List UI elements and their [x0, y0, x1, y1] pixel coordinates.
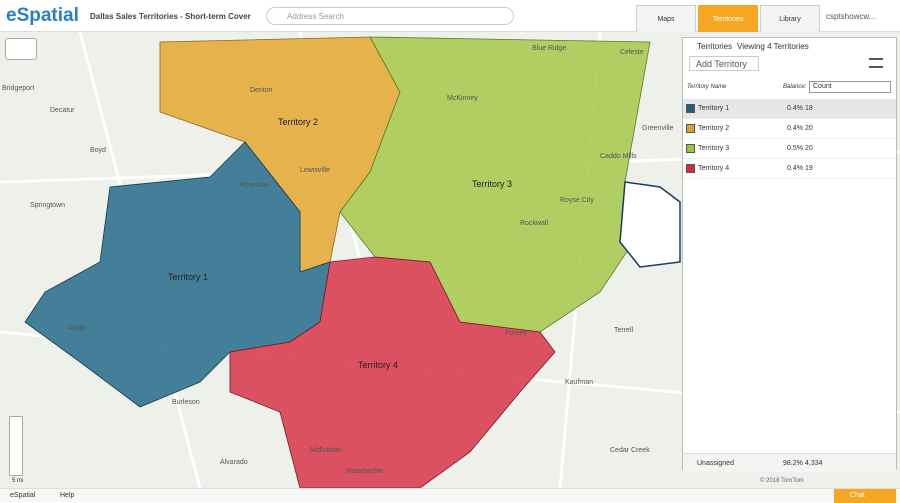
chat-button[interactable]: Chat — [834, 489, 896, 503]
place-label: Midlothian — [310, 447, 342, 454]
place-label: Boyd — [90, 147, 106, 154]
logo[interactable]: eSpatial — [6, 5, 79, 26]
place-label: Lewisville — [300, 167, 330, 174]
place-label: Greenville — [642, 125, 674, 132]
scale-bar: 5 mi — [12, 478, 24, 484]
row-name: Territory 1 — [698, 105, 730, 112]
row-pct: 98.2% — [783, 460, 803, 467]
footer-brand[interactable]: eSpatial — [10, 492, 36, 499]
row-count: 20 — [805, 125, 813, 132]
col-balance: Balance: — [783, 84, 807, 90]
header: eSpatial Dallas Sales Territories - Shor… — [0, 0, 900, 32]
place-label: Terrell — [614, 327, 634, 334]
place-label: Denton — [250, 87, 273, 94]
user-menu[interactable]: csptshowcw... — [826, 12, 876, 21]
territory-row[interactable]: Territory 2 0.4% 20 — [683, 119, 896, 139]
row-name: Unassigned — [697, 460, 734, 467]
place-label: Blue Ridge — [532, 45, 566, 52]
copyright: © 2018 TomTom — [760, 478, 804, 484]
territory-label: Territory 1 — [168, 272, 208, 282]
project-title: Dallas Sales Territories - Short-term Co… — [90, 12, 251, 21]
selection-outline — [619, 181, 681, 268]
balance-select[interactable]: Count — [809, 81, 891, 93]
territory-row[interactable]: Territory 3 0.5% 20 — [683, 139, 896, 159]
row-pct: 0.4% — [787, 105, 803, 112]
row-pct: 0.5% — [787, 145, 803, 152]
territory-row[interactable]: Territory 4 0.4% 19 — [683, 159, 896, 179]
territory-label: Territory 2 — [278, 117, 318, 127]
place-label: Forney — [505, 330, 527, 337]
place-label: Burleson — [172, 399, 200, 406]
place-label: Caddo Mills — [600, 153, 637, 160]
place-label: Royse City — [560, 197, 594, 204]
col-name: Territory Name — [687, 84, 727, 90]
place-label: Decatur — [50, 107, 75, 114]
help-link[interactable]: Help — [60, 492, 75, 499]
viewing-count: Viewing 4 Territories — [737, 42, 809, 51]
place-label: Roanoke — [240, 182, 268, 189]
menu-icon[interactable] — [869, 58, 883, 68]
row-name: Territory 4 — [698, 165, 730, 172]
row-name: Territory 3 — [698, 145, 730, 152]
territory-label: Territory 3 — [472, 179, 512, 189]
territory-panel: Territories Viewing 4 Territories Add Te… — [682, 37, 897, 473]
row-name: Territory 2 — [698, 125, 730, 132]
tab[interactable]: Library — [760, 5, 820, 32]
place-label: McKinney — [447, 95, 478, 102]
place-label: Rockwall — [520, 220, 548, 227]
territory-4[interactable] — [229, 256, 556, 488]
color-swatch — [686, 164, 695, 173]
color-swatch — [686, 104, 695, 113]
place-label: Celeste — [620, 49, 644, 56]
row-pct: 0.4% — [787, 165, 803, 172]
territory-label: Territory 4 — [358, 360, 398, 370]
row-pct: 0.4% — [787, 125, 803, 132]
row-count: 19 — [805, 165, 813, 172]
tools-button[interactable] — [5, 38, 37, 60]
place-label: Springtown — [30, 202, 65, 209]
zoom-controls[interactable] — [9, 416, 23, 476]
row-count: 4,334 — [805, 460, 823, 467]
place-label: Kaufman — [565, 379, 593, 386]
place-label: Alvarado — [220, 459, 248, 466]
add-territory-button[interactable]: Add Territory — [689, 56, 759, 71]
unassigned-row: Unassigned 98.2% 4,334 — [683, 453, 896, 473]
place-label: Cedar Creek — [610, 447, 650, 454]
territory-row[interactable]: Territory 1 0.4% 18 — [683, 99, 896, 119]
color-swatch — [686, 144, 695, 153]
search-box[interactable]: Address Search — [266, 7, 514, 25]
tab[interactable]: Maps — [636, 5, 696, 32]
footer: eSpatial Help Chat — [0, 488, 900, 503]
place-label: Bridgeport — [2, 85, 34, 92]
place-label: Aledo — [68, 325, 86, 332]
color-swatch — [686, 124, 695, 133]
row-count: 20 — [805, 145, 813, 152]
place-label: Waxahachie — [345, 468, 383, 475]
row-count: 18 — [805, 105, 813, 112]
tab-active[interactable]: Territories — [698, 5, 758, 32]
panel-tab[interactable]: Territories — [697, 42, 733, 51]
